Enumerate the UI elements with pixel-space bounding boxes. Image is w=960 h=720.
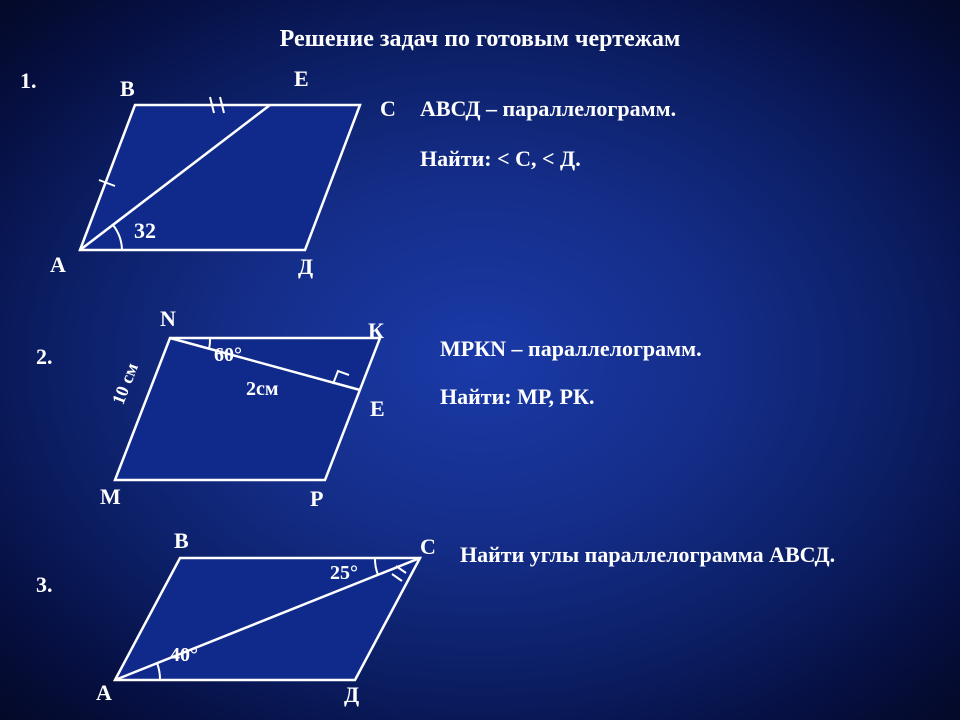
vertex-D-3: Д [344, 682, 359, 708]
desc-1-line1: АВСД – параллелограмм. [420, 96, 676, 122]
figure-1 [60, 90, 380, 270]
angle-32-label: 32 [134, 218, 156, 244]
vertex-N-2: N [160, 306, 176, 332]
vertex-K-2: К [368, 318, 384, 344]
desc-1-line2: Найти: < С, < Д. [420, 146, 581, 172]
desc-2-line2: Найти: МР, РК. [440, 384, 594, 410]
figure-3 [100, 540, 440, 700]
vertex-P-2: Р [310, 486, 323, 512]
parallelogram-1 [80, 105, 360, 250]
stage: Решение задач по готовым чертежам 1. А В… [0, 0, 960, 720]
vertex-C-3: С [420, 534, 436, 560]
angle-25-label: 25° [330, 562, 358, 585]
vertex-E-2: Е [370, 396, 385, 422]
vertex-E-1: Е [294, 66, 309, 92]
page-title: Решение задач по готовым чертежам [0, 26, 960, 53]
vertex-C-1: С [380, 96, 396, 122]
desc-2-line1: МРКN – параллелограмм. [440, 336, 702, 362]
problem-3-number: 3. [36, 572, 53, 598]
angle-60-label: 60° [214, 344, 242, 367]
figure-2 [100, 320, 410, 495]
vertex-A-3: А [96, 680, 112, 706]
angle-40-label: 40° [170, 644, 198, 667]
vertex-D-1: Д [298, 254, 313, 280]
desc-3-line1: Найти углы параллелограмма АВСД. [460, 540, 900, 570]
problem-2-number: 2. [36, 344, 53, 370]
segment-2cm-label: 2см [246, 378, 279, 401]
vertex-B-3: В [174, 528, 189, 554]
problem-1-number: 1. [20, 68, 37, 94]
vertex-M-2: М [100, 484, 121, 510]
vertex-A-1: А [50, 252, 66, 278]
vertex-B-1: В [120, 76, 135, 102]
angle-arc-60 [209, 338, 210, 349]
